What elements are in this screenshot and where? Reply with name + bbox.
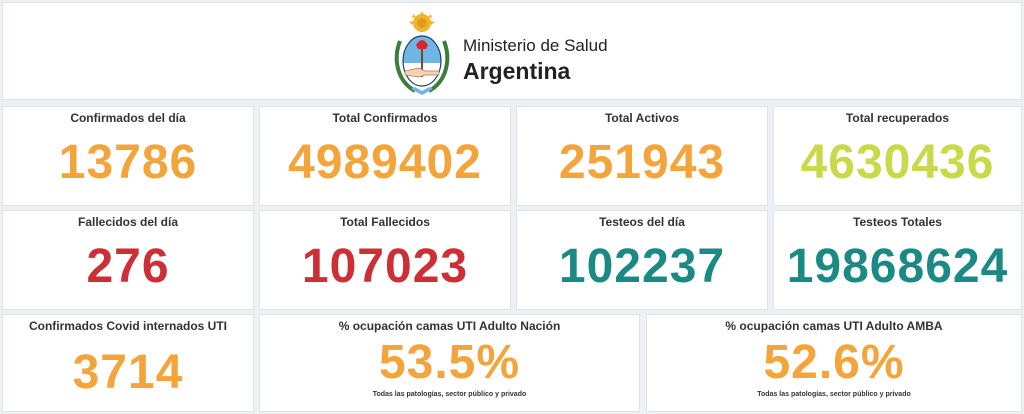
card-testeos-totales: Testeos Totales 19868624 <box>773 210 1022 310</box>
card-value: 102237 <box>558 240 726 293</box>
card-value: 107023 <box>301 240 469 293</box>
header-banner: Ministerio de Salud Argentina <box>2 2 1022 100</box>
card-fallecidos-dia: Fallecidos del día 276 <box>2 210 254 310</box>
card-title: Total Confirmados <box>332 111 438 125</box>
card-title: Total Fallecidos <box>340 215 430 229</box>
card-total-recuperados: Total recuperados 4630436 <box>773 106 1022 206</box>
card-title: Fallecidos del día <box>77 215 179 229</box>
card-title: Total Activos <box>604 111 679 125</box>
card-value: 4989402 <box>288 136 482 189</box>
card-value: 13786 <box>58 136 198 189</box>
card-value: 276 <box>86 240 170 293</box>
card-title: Total recuperados <box>845 111 950 125</box>
card-note: Todas las patologías, sector público y p… <box>757 391 911 398</box>
card-title: Testeos Totales <box>853 215 942 229</box>
card-note: Todas las patologías, sector público y p… <box>372 391 527 398</box>
card-testeos-dia: Testeos del día 102237 <box>516 210 768 310</box>
card-title: Testeos del día <box>599 215 685 229</box>
argentina-coat-of-arms-icon <box>394 11 450 95</box>
card-value: 3714 <box>72 346 184 399</box>
card-total-confirmados: Total Confirmados 4989402 <box>259 106 511 206</box>
card-title: % ocupación camas UTI Adulto Nación <box>338 319 561 333</box>
card-value: 4630436 <box>800 136 995 189</box>
card-title: Confirmados Covid internados UTI <box>28 319 227 333</box>
card-ocupacion-nacion: % ocupación camas UTI Adulto Nación 53.5… <box>259 314 640 412</box>
card-internados-uti: Confirmados Covid internados UTI 3714 <box>2 314 254 412</box>
card-title: Confirmados del día <box>70 111 186 125</box>
card-value: 53.5% <box>378 336 521 389</box>
card-value: 19868624 <box>786 240 1009 293</box>
card-total-activos: Total Activos 251943 <box>516 106 768 206</box>
card-title: % ocupación camas UTI Adulto AMBA <box>725 319 943 333</box>
card-ocupacion-amba: % ocupación camas UTI Adulto AMBA 52.6% … <box>646 314 1022 412</box>
card-value: 52.6% <box>763 336 905 389</box>
country-name: Argentina <box>463 58 571 84</box>
card-confirmados-dia: Confirmados del día 13786 <box>2 106 254 206</box>
card-total-fallecidos: Total Fallecidos 107023 <box>259 210 511 310</box>
ministry-name: Ministerio de Salud <box>463 36 608 55</box>
card-value: 251943 <box>558 136 726 189</box>
